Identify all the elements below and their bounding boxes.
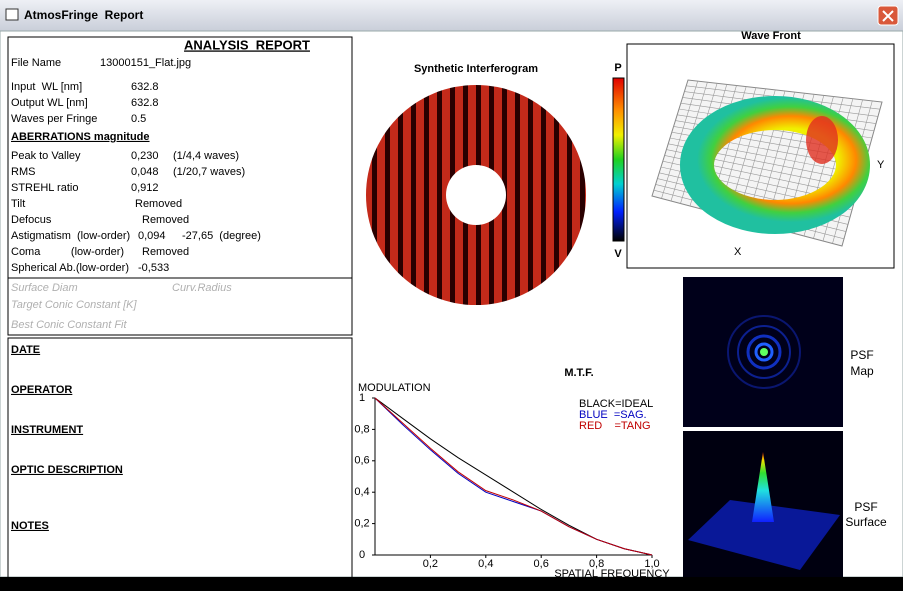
psf-ring xyxy=(727,315,801,389)
psf-ring xyxy=(746,334,782,370)
wavefront-surface xyxy=(680,96,870,234)
psf-surface-label: Surface xyxy=(845,515,887,529)
info-panel xyxy=(7,337,353,584)
field-label: Input WL [nm] xyxy=(11,81,82,93)
interferogram-title: Synthetic Interferogram xyxy=(414,63,538,75)
psf-map-label: PSF xyxy=(850,348,873,362)
psf-ring xyxy=(737,325,791,379)
field-label: Output WL [nm] xyxy=(11,97,88,109)
psf-rings xyxy=(727,315,801,389)
info-heading: OPTIC DESCRIPTION xyxy=(11,464,123,476)
window-title: AtmosFringe Report xyxy=(24,8,143,22)
y-axis-label: MODULATION xyxy=(358,382,431,394)
y-tick-label: 0,8 xyxy=(354,423,369,435)
x-tick-label: 0,8 xyxy=(589,558,604,570)
mtf-line xyxy=(374,397,653,556)
wavefront-title: Wave Front xyxy=(741,30,801,42)
field-label: Waves per Fringe xyxy=(11,113,97,125)
close-icon xyxy=(882,10,894,22)
chart-title: M.T.F. xyxy=(564,367,593,379)
field-extra: (1/20,7 waves) xyxy=(173,166,245,178)
wavefront-peak xyxy=(806,116,838,164)
y-tick-label: 1 xyxy=(359,392,365,404)
field-label: Defocus xyxy=(11,214,52,226)
x-tick-label: 0,2 xyxy=(423,558,438,570)
report-rows: File Name 13000151_Flat.jpg Input WL [nm] 6… xyxy=(11,57,261,532)
app-icon xyxy=(5,8,19,21)
taskbar-edge xyxy=(0,577,903,591)
field-label: File Name xyxy=(11,57,61,69)
wavefront-y-label: Y xyxy=(877,159,885,171)
x-axis-label: SPATIAL FREQUENCY xyxy=(554,568,670,580)
y-tick-label: 0 xyxy=(359,549,365,561)
y-tick-label: 0,6 xyxy=(354,455,369,467)
field-extra: (1/4,4 waves) xyxy=(173,150,239,162)
field-value: 0,094 xyxy=(138,230,166,242)
scale-top-label: P xyxy=(614,62,621,74)
field-label: RMS xyxy=(11,166,35,178)
field-value: Removed xyxy=(142,246,189,258)
surface-field: Best Conic Constant Fit xyxy=(11,319,127,331)
field-label: Tilt xyxy=(11,198,25,210)
field-value: Removed xyxy=(135,198,182,210)
x-tick-label: 0,6 xyxy=(534,558,549,570)
surface-field: Surface Diam xyxy=(11,282,78,294)
field-label: Peak to Valley xyxy=(11,150,81,162)
field-value: Removed xyxy=(142,214,189,226)
field-value: -0,533 xyxy=(138,262,169,274)
psf-surface-label: PSF xyxy=(854,500,877,514)
legend-entry: BLACK=IDEAL xyxy=(579,398,653,410)
field-value: 632.8 xyxy=(131,81,159,93)
legend-entry: BLUE =SAG. xyxy=(579,409,647,421)
field-label: STREHL ratio xyxy=(11,182,78,194)
field-label: Spherical Ab.(low-order) xyxy=(11,262,129,274)
psf-plane xyxy=(688,500,840,570)
y-tick-label: 0,4 xyxy=(354,486,369,498)
field-value: 0,912 xyxy=(131,182,159,194)
x-tick-label: 1,0 xyxy=(644,558,659,570)
title-bar xyxy=(0,0,903,31)
interferogram xyxy=(365,84,587,306)
info-heading: INSTRUMENT xyxy=(11,424,83,436)
psf-spike xyxy=(752,452,774,522)
surface-field: Target Conic Constant [K] xyxy=(11,299,137,311)
field-label: Astigmatism (low-order) xyxy=(11,230,130,242)
x-tick-label: 0,4 xyxy=(478,558,493,570)
section-heading: ABERRATIONS magnitude xyxy=(11,131,150,143)
report-title: ANALYSIS REPORT xyxy=(184,37,310,52)
color-scale xyxy=(612,77,625,242)
info-heading: OPERATOR xyxy=(11,384,72,396)
field-value: 0.5 xyxy=(131,113,146,125)
legend-entry: RED =TANG xyxy=(579,420,651,432)
y-tick-label: 0,2 xyxy=(354,518,369,530)
field-extra: -27,65 (degree) xyxy=(182,230,261,242)
report-panel xyxy=(7,36,353,336)
info-heading: NOTES xyxy=(11,520,49,532)
surface-field: Curv.Radius xyxy=(172,282,232,294)
psf-ring xyxy=(754,342,774,362)
psf-core xyxy=(760,348,768,356)
field-value: 0,048 xyxy=(131,166,159,178)
wavefront-x-label: X xyxy=(734,246,742,258)
mtf-chart: 0 0,2 0,4 0,6 0,8 1 0,2 0,4 0,6 0,8 1,0 BLACK=IDEAL… xyxy=(354,392,659,570)
field-label: Coma (low-order) xyxy=(11,246,124,258)
scale-bottom-label: V xyxy=(614,248,622,260)
field-value: 0,230 xyxy=(131,150,159,162)
psf-map-label: Map xyxy=(850,364,874,378)
field-value: 632.8 xyxy=(131,97,159,109)
info-heading: DATE xyxy=(11,344,40,356)
field-value: 13000151_Flat.jpg xyxy=(100,57,191,69)
